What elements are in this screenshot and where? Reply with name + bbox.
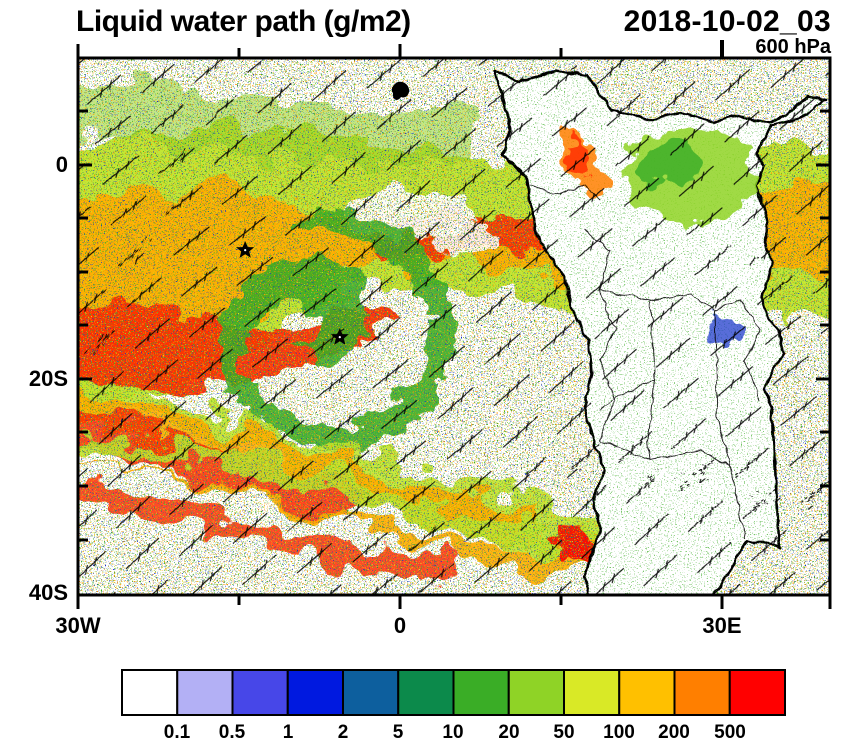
svg-text:500: 500 [714, 722, 746, 743]
svg-text:0: 0 [394, 613, 406, 638]
svg-text:Liquid water path (g/m2): Liquid water path (g/m2) [76, 5, 411, 38]
svg-text:10: 10 [442, 722, 463, 743]
svg-text:0: 0 [56, 152, 68, 177]
svg-text:20: 20 [498, 722, 519, 743]
svg-text:2: 2 [338, 722, 349, 743]
svg-text:0.5: 0.5 [219, 722, 246, 743]
svg-text:100: 100 [603, 722, 635, 743]
svg-text:200: 200 [658, 722, 690, 743]
svg-text:30W: 30W [55, 613, 100, 638]
svg-text:0.1: 0.1 [164, 722, 191, 743]
svg-text:40S: 40S [29, 580, 68, 605]
svg-text:30E: 30E [702, 613, 741, 638]
svg-text:2018-10-02_03: 2018-10-02_03 [624, 5, 831, 38]
svg-text:600 hPa: 600 hPa [755, 36, 831, 58]
svg-text:50: 50 [553, 722, 574, 743]
svg-text:1: 1 [283, 722, 294, 743]
svg-text:5: 5 [393, 722, 404, 743]
svg-text:20S: 20S [29, 366, 68, 391]
